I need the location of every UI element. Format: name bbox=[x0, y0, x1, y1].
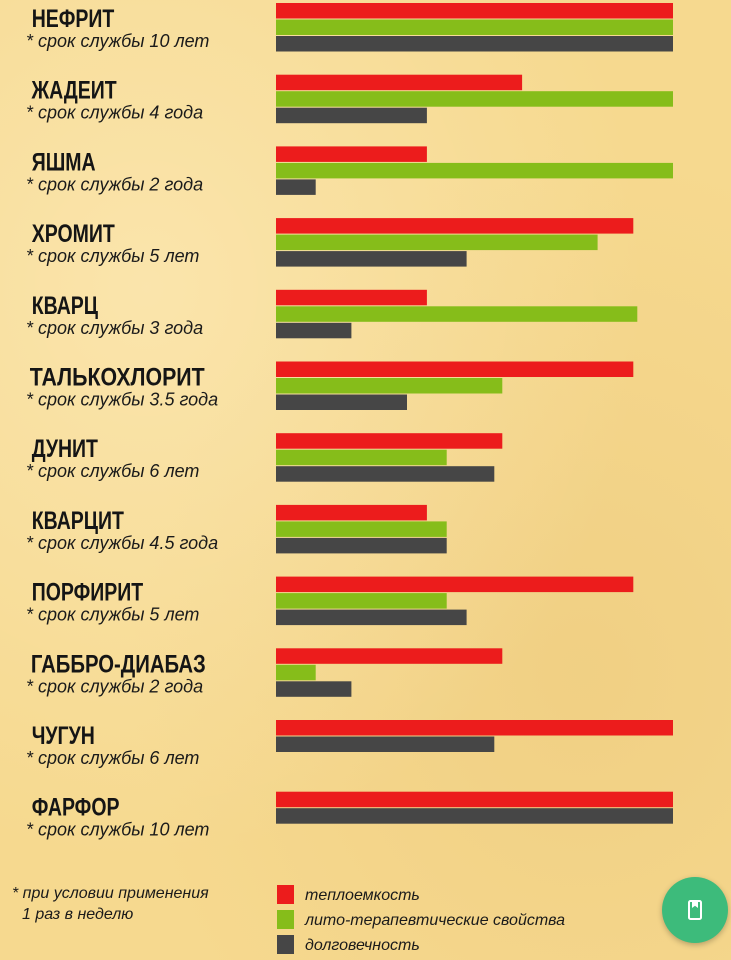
bar-11-series-3 bbox=[276, 736, 495, 752]
category-lifetime: * срок службы 6 лет bbox=[26, 748, 199, 768]
bar-3-series-1 bbox=[276, 146, 427, 162]
bar-area bbox=[276, 3, 673, 824]
footnote-line: 1 раз в неделю bbox=[22, 906, 133, 923]
bar-1-series-1 bbox=[276, 3, 673, 19]
category-name: НЕФРИТ bbox=[32, 5, 115, 33]
bar-9-series-2 bbox=[276, 593, 447, 609]
category-lifetime: * срок службы 10 лет bbox=[26, 31, 209, 51]
bar-6-series-3 bbox=[276, 394, 407, 410]
bar-4-series-1 bbox=[276, 218, 634, 234]
bar-8-series-1 bbox=[276, 504, 427, 521]
bar-8-series-2 bbox=[276, 521, 447, 537]
bar-10-series-2 bbox=[276, 664, 316, 681]
bar-4-series-2 bbox=[276, 234, 598, 251]
bar-4-series-3 bbox=[276, 251, 467, 267]
category-name: КВАРЦ bbox=[32, 291, 99, 319]
category-name: ХРОМИТ bbox=[32, 220, 115, 248]
category-lifetime: * срок службы 3 года bbox=[26, 318, 203, 338]
bar-8-series-3 bbox=[276, 537, 447, 554]
bar-11-series-1 bbox=[276, 720, 673, 736]
bar-3-series-3 bbox=[276, 179, 316, 195]
bar-10-series-1 bbox=[276, 648, 503, 664]
category-name: ЖАДЕИТ bbox=[31, 76, 117, 104]
category-lifetime: * срок службы 2 года bbox=[26, 676, 203, 696]
category-lifetime: * срок службы 3.5 года bbox=[26, 390, 218, 410]
legend-label-series-3: долговечность bbox=[305, 937, 420, 954]
bar-5-series-3 bbox=[276, 322, 352, 339]
category-name: ПОРФИРИТ bbox=[32, 578, 144, 606]
category-name: ЧУГУН bbox=[32, 722, 95, 750]
bar-5-series-1 bbox=[276, 289, 427, 306]
category-name: КВАРЦИТ bbox=[32, 507, 124, 535]
legend-swatch-series-3 bbox=[277, 935, 294, 954]
legend-swatch-series-2 bbox=[277, 910, 294, 929]
category-lifetime: * срок службы 4 года bbox=[26, 103, 203, 123]
bar-2-series-3 bbox=[276, 107, 427, 124]
bar-12-series-3 bbox=[276, 808, 673, 824]
bar-6-series-2 bbox=[276, 378, 503, 394]
bar-1-series-2 bbox=[276, 19, 673, 35]
legend-label-series-1: теплоемкость bbox=[305, 887, 420, 904]
bookmark-icon bbox=[688, 900, 702, 920]
bar-2-series-2 bbox=[276, 91, 673, 107]
bar-10-series-3 bbox=[276, 681, 352, 697]
category-lifetime: * срок службы 5 лет bbox=[26, 246, 199, 266]
footnote: * при условии применения 1 раз в неделю bbox=[12, 885, 209, 923]
category-lifetime: * срок службы 6 лет bbox=[26, 461, 199, 481]
bar-5-series-2 bbox=[276, 306, 638, 322]
category-lifetime: * срок службы 2 года bbox=[26, 174, 203, 194]
bar-7-series-3 bbox=[276, 466, 495, 482]
legend-swatch-series-1 bbox=[277, 885, 294, 904]
category-lifetime: * срок службы 5 лет bbox=[26, 605, 199, 625]
category-name: ТАЛЬКОХЛОРИТ bbox=[30, 363, 205, 391]
category-lifetime: * срок службы 10 лет bbox=[26, 820, 209, 840]
category-name: ЯШМА bbox=[32, 148, 96, 176]
legend: теплоемкость лито-терапевтические свойств… bbox=[277, 885, 565, 954]
footnote-line: * при условии применения bbox=[12, 885, 209, 902]
category-lifetime: * срок службы 4.5 года bbox=[26, 533, 218, 553]
bar-7-series-1 bbox=[276, 433, 503, 449]
bar-6-series-1 bbox=[276, 361, 634, 377]
bar-9-series-3 bbox=[276, 609, 467, 626]
bar-12-series-1 bbox=[276, 791, 673, 808]
legend-label-series-2: лито-терапевтические свойства bbox=[304, 912, 565, 929]
bar-2-series-1 bbox=[276, 74, 523, 91]
bar-3-series-2 bbox=[276, 162, 673, 179]
bar-7-series-2 bbox=[276, 449, 447, 466]
category-name: ГАББРО-ДИАБАЗ bbox=[31, 649, 206, 678]
category-name: ФАРФОР bbox=[32, 793, 120, 821]
category-name: ДУНИТ bbox=[32, 435, 99, 463]
bar-1-series-3 bbox=[276, 36, 673, 52]
bar-9-series-1 bbox=[276, 576, 634, 593]
bookmark-button[interactable] bbox=[662, 877, 728, 943]
